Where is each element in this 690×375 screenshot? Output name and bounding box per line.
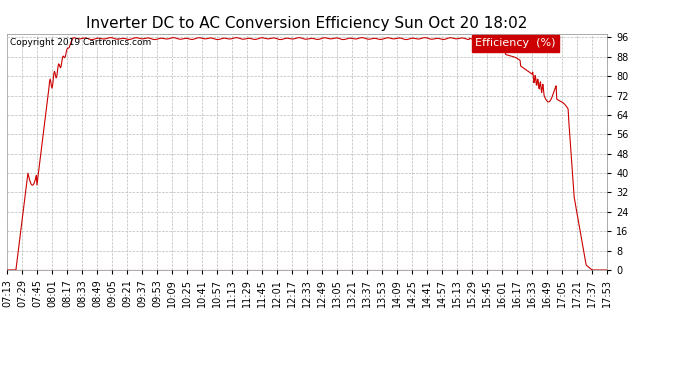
Text: Copyright 2019 Cartronics.com: Copyright 2019 Cartronics.com [10, 39, 151, 48]
Title: Inverter DC to AC Conversion Efficiency Sun Oct 20 18:02: Inverter DC to AC Conversion Efficiency … [86, 16, 528, 31]
Text: Efficiency  (%): Efficiency (%) [475, 39, 555, 48]
